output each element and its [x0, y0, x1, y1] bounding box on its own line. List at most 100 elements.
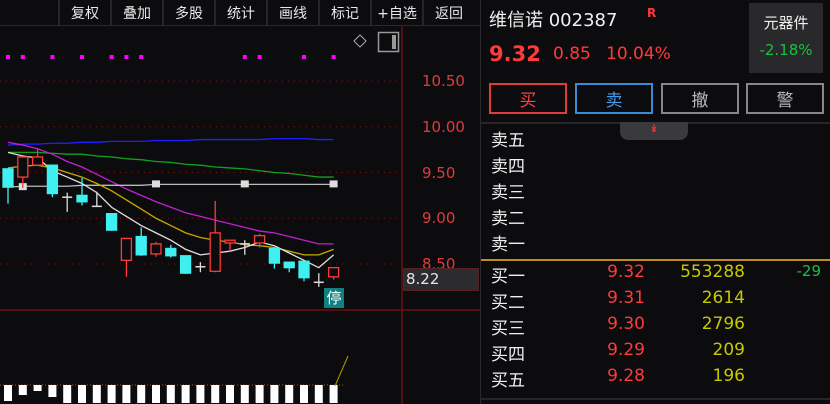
cancel-order-button[interactable]: 撤 — [661, 83, 739, 114]
bid-row[interactable]: 买五 9.28 196 — [491, 366, 821, 392]
bid-row[interactable]: 买三 9.30 2796 — [491, 314, 821, 340]
candle-body — [298, 260, 310, 279]
multi-stock-button[interactable]: 多股 — [162, 0, 214, 25]
quote-panel: 维信诺 002387 R 9.32 0.85 10.04% 元器件 -2.18%… — [480, 0, 830, 404]
volume-bar — [300, 385, 308, 403]
bid-label: 买二 — [491, 293, 525, 313]
candle-body — [46, 164, 59, 195]
volume-bar — [196, 385, 205, 403]
bid-volume: 2796 — [701, 314, 745, 334]
overlay-button[interactable]: 叠加 — [110, 0, 162, 25]
ask-row[interactable]: 卖四 — [491, 152, 821, 178]
alert-button[interactable]: 警 — [746, 83, 824, 114]
candlestick-chart[interactable]: 停 — [0, 26, 480, 404]
volume-bar — [63, 385, 72, 403]
signal-marker — [242, 55, 247, 59]
ask-row[interactable]: 卖二 — [491, 204, 821, 230]
bid-row[interactable]: 买一 9.32 553288 -29 — [491, 262, 821, 288]
expand-tab[interactable]: ↡ — [620, 122, 688, 140]
volume-bar — [270, 385, 279, 403]
panel-toggle-icon-bar — [392, 35, 396, 49]
bid-row[interactable]: 买四 9.29 209 — [491, 340, 821, 366]
crosshair-value-label: 8.22 — [403, 268, 479, 291]
volume-bar — [152, 385, 160, 403]
ask-row[interactable]: 卖一 — [491, 230, 821, 256]
candle-body — [165, 247, 177, 257]
price-change-pct: 10.04% — [606, 44, 671, 64]
bid-price: 9.29 — [607, 340, 645, 360]
panel-toggle-icon — [377, 31, 400, 53]
signal-marker — [302, 55, 306, 59]
bid-row[interactable]: 买二 9.31 2614 — [491, 288, 821, 314]
signal-marker — [124, 55, 129, 59]
candle-body — [253, 234, 266, 244]
candle-body — [135, 235, 147, 256]
ma30-line — [8, 151, 334, 178]
bid-volume: 209 — [712, 340, 745, 360]
y-tick: 9.50 — [422, 164, 456, 182]
volume-ma-line — [334, 355, 349, 387]
divider — [481, 398, 830, 400]
statistics-button[interactable]: 统计 — [214, 0, 266, 25]
bid-label: 买五 — [491, 371, 525, 391]
signal-marker — [80, 55, 84, 59]
ask-row[interactable]: 卖五 — [491, 126, 821, 152]
buy-button[interactable]: 买 — [489, 83, 567, 114]
draw-line-button[interactable]: 画线 — [266, 0, 318, 25]
back-button[interactable]: 返回 — [422, 0, 474, 25]
volume-bar — [226, 385, 234, 403]
y-tick: 10.00 — [422, 118, 465, 136]
signal-marker — [257, 55, 262, 59]
add-watchlist-button[interactable]: +自选 — [370, 0, 422, 25]
volume-bar — [107, 385, 116, 403]
volume-bar — [211, 385, 220, 403]
reference-point — [240, 180, 249, 188]
stock-name: 维信诺 002387 — [489, 10, 618, 31]
bid-label: 买四 — [491, 345, 525, 365]
restore-rights-button[interactable]: 复权 — [58, 0, 110, 25]
volume-bar — [329, 385, 338, 403]
signal-marker — [6, 55, 10, 59]
limit-badge-bg — [324, 288, 344, 308]
volume-bar — [166, 385, 175, 403]
volume-bar — [137, 385, 146, 403]
ask-label: 卖五 — [491, 131, 525, 151]
candle-body — [179, 255, 192, 274]
ma20-line — [7, 141, 334, 245]
bid-volume: 196 — [712, 366, 745, 386]
bid-price: 9.30 — [607, 314, 645, 334]
candle-body — [17, 156, 29, 178]
signal-marker — [109, 55, 114, 59]
volume-bar — [78, 385, 86, 403]
reference-point — [329, 180, 338, 188]
volume-bar — [4, 385, 12, 401]
bid-ask-divider — [481, 259, 830, 261]
bid-volume: 2614 — [701, 288, 745, 308]
signal-marker — [50, 55, 55, 59]
volume-bar — [122, 385, 131, 403]
bid-delta: -29 — [796, 262, 822, 280]
sell-button[interactable]: 卖 — [575, 83, 653, 114]
mark-button[interactable]: 标记 — [318, 0, 370, 25]
candle-body — [2, 168, 14, 188]
volume-bar — [33, 385, 42, 391]
volume-bar — [314, 385, 323, 403]
bid-volume: 553288 — [680, 262, 745, 282]
double-chevron-down-icon: ↡ — [649, 122, 659, 135]
ma60-line — [7, 137, 334, 146]
price-change: 0.85 — [553, 44, 591, 64]
margin-badge: R — [647, 6, 657, 20]
sector-badge[interactable]: 元器件 -2.18% — [749, 3, 823, 73]
bid-price: 9.32 — [607, 262, 645, 282]
ask-row[interactable]: 卖三 — [491, 178, 821, 204]
candle-body — [76, 194, 88, 203]
bid-label: 买一 — [491, 267, 525, 287]
last-price: 9.32 — [489, 42, 541, 66]
candle-body — [120, 237, 133, 261]
volume-bar — [18, 385, 27, 395]
volume-bar — [92, 385, 101, 403]
ask-label: 卖四 — [491, 157, 525, 177]
candle-body — [209, 232, 221, 272]
divider — [0, 25, 480, 26]
candle-body — [224, 239, 236, 244]
